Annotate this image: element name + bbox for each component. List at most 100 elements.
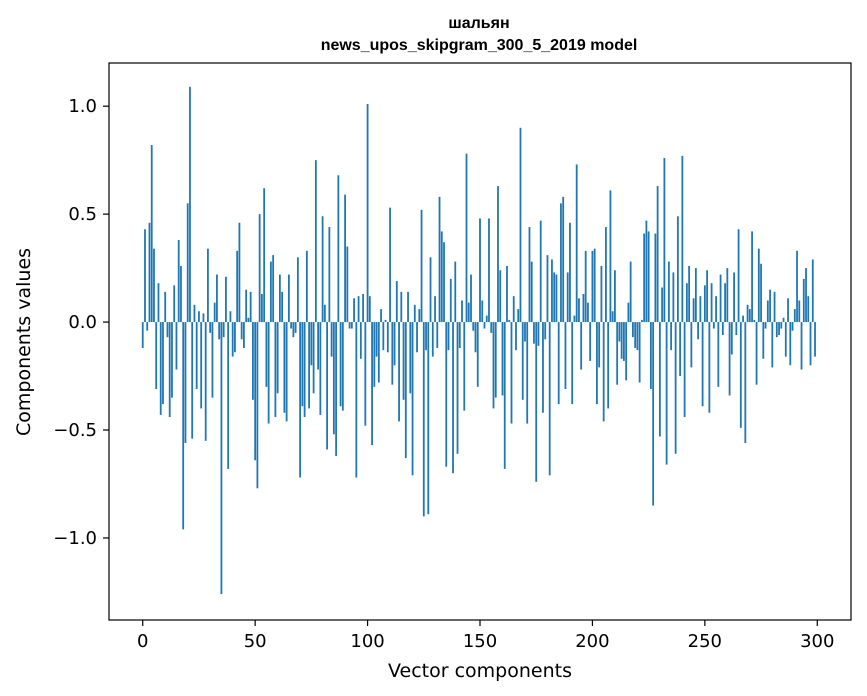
bar: [454, 261, 457, 323]
bar: [461, 300, 463, 323]
bar: [690, 322, 693, 368]
bar: [645, 220, 648, 323]
bar: [746, 304, 749, 323]
bar: [672, 272, 675, 323]
bar: [661, 287, 664, 323]
bar: [411, 322, 414, 476]
bar: [434, 296, 436, 323]
bar: [391, 322, 394, 385]
bar: [265, 322, 268, 387]
bar: [569, 222, 571, 323]
bar: [793, 309, 796, 323]
bar: [159, 322, 162, 415]
bar: [508, 319, 511, 323]
bar: [573, 315, 576, 323]
bar: [593, 248, 596, 323]
bar: [656, 186, 659, 323]
bar: [227, 322, 230, 469]
bar: [377, 322, 380, 383]
bar: [299, 322, 302, 478]
bar: [366, 104, 369, 323]
x-tick-label: 0: [137, 631, 148, 652]
y-tick-label: −0.5: [53, 420, 97, 441]
bar: [618, 322, 621, 342]
bar: [204, 322, 207, 441]
bar: [202, 313, 205, 323]
bar: [229, 311, 232, 323]
bar: [712, 322, 715, 329]
bar: [683, 322, 686, 418]
bar: [757, 248, 760, 323]
bar: [685, 283, 688, 323]
bar: [465, 153, 468, 323]
bar: [580, 322, 583, 370]
bar: [402, 322, 405, 400]
x-tick-label: 300: [800, 631, 834, 652]
bar: [760, 263, 762, 323]
bar: [701, 322, 704, 407]
bar: [198, 311, 200, 323]
bar: [730, 322, 733, 355]
bar: [728, 322, 731, 396]
bar: [807, 296, 810, 323]
bar: [544, 322, 547, 340]
bar: [261, 294, 263, 323]
bar: [213, 302, 216, 323]
bar: [218, 322, 221, 340]
bar: [258, 214, 261, 323]
bar: [211, 322, 214, 398]
bar: [805, 268, 807, 323]
bar: [422, 322, 425, 517]
x-axis-ticks: 0 50 100 150 200 250 300: [137, 620, 834, 652]
bar: [404, 322, 407, 459]
bar: [652, 322, 655, 506]
bar: [780, 322, 783, 329]
bar: [362, 294, 364, 323]
bar: [155, 322, 158, 389]
bar: [706, 270, 708, 323]
bar: [236, 250, 239, 323]
bar: [276, 322, 279, 394]
bar: [267, 322, 270, 424]
bar: [141, 322, 144, 348]
bar: [647, 231, 650, 323]
bar: [157, 283, 160, 323]
bar: [773, 291, 776, 323]
bar: [189, 86, 191, 323]
bar: [744, 322, 747, 443]
bar: [566, 272, 569, 323]
bar: [308, 322, 311, 409]
bar: [546, 255, 549, 323]
bar: [764, 322, 767, 329]
bar: [524, 322, 526, 342]
bar: [528, 227, 531, 323]
bar: [243, 322, 245, 348]
bar: [200, 322, 203, 409]
bar: [389, 207, 391, 323]
bar: [184, 322, 187, 443]
bar: [445, 322, 448, 467]
bar: [611, 311, 614, 323]
bar: [766, 300, 769, 323]
bar: [510, 322, 513, 424]
bar: [623, 322, 625, 361]
bar: [584, 250, 587, 323]
bar: [292, 322, 295, 338]
bar: [789, 322, 792, 366]
bar: [321, 216, 324, 323]
bar: [676, 216, 679, 323]
bar: [598, 322, 601, 368]
bar: [191, 322, 194, 439]
bar: [526, 322, 529, 424]
bar: [483, 322, 486, 329]
bar: [632, 322, 634, 338]
bar: [368, 296, 371, 323]
bar: [220, 322, 223, 595]
bar: [177, 240, 180, 323]
bar: [252, 322, 254, 400]
bar: [413, 304, 416, 323]
bar: [481, 300, 484, 323]
bar: [380, 309, 382, 323]
bar: [485, 315, 488, 323]
